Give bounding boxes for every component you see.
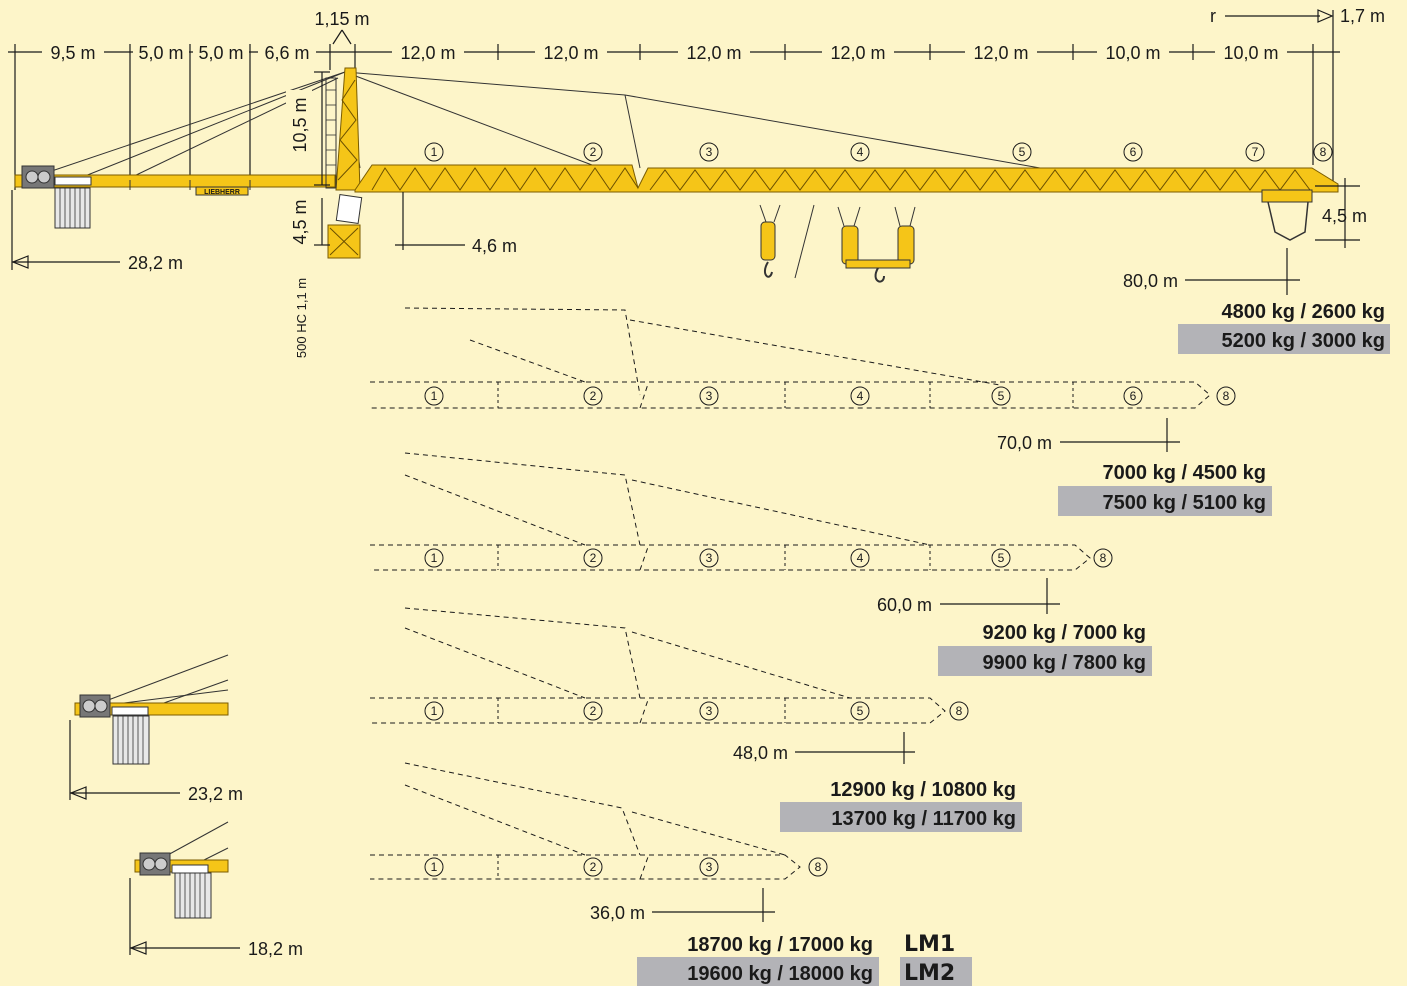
main-crane: LIEBHERR (14, 67, 1339, 283)
config-48m-section-2: 2 (590, 704, 597, 718)
config-70m-lm1: 7000 kg / 4500 kg (1103, 462, 1266, 484)
config-36m-lm2: 19600 kg / 18000 kg (687, 963, 873, 985)
config-80m-lm2: 5200 kg / 3000 kg (1222, 330, 1385, 352)
jib-dim-6: 10,0 m (1105, 43, 1160, 63)
jib-dim-3: 12,0 m (686, 43, 741, 63)
config-70m-lm2: 7500 kg / 5100 kg (1103, 492, 1266, 514)
config-80m-radius: 80,0 m (1123, 271, 1178, 291)
section-7: 7 (1252, 145, 1259, 159)
main-jib (354, 164, 1339, 193)
mast-dimensions: 10,5 m 4,5 m 500 HC 1,1 m 4,6 m 28,2 m 4… (11, 71, 1367, 358)
tip-dim: 1,7 m (1340, 6, 1385, 26)
config-36m: 1 2 3 8 36,0 m 18700 kg / 17000 kg 19600… (370, 762, 972, 986)
counter-jib-length-1: 28,2 m (128, 253, 183, 273)
config-70m-radius: 70,0 m (997, 433, 1052, 453)
config-70m-section-3: 3 (706, 389, 713, 403)
section-5: 5 (1019, 145, 1026, 159)
config-70m-section-8: 8 (1223, 389, 1230, 403)
counter-jib (14, 174, 336, 188)
section-1: 1 (431, 145, 438, 159)
legend-lm1: LM1 (904, 932, 955, 957)
config-80m: 80,0 m 4800 kg / 2600 kg 5200 kg / 3000 … (1123, 248, 1390, 354)
jib-dim-1: 12,0 m (400, 43, 455, 63)
counterweight (54, 187, 91, 229)
config-60m-section-3: 3 (706, 551, 713, 565)
config-48m-lm1: 12900 kg / 10800 kg (830, 779, 1016, 801)
config-48m: 1 2 3 5 8 48,0 m 12900 kg / 10800 kg 137… (370, 607, 1022, 832)
config-60m-section-1: 1 (431, 551, 438, 565)
counter-jib-dim-4: 6,6 m (264, 43, 309, 63)
config-48m-section-3: 3 (706, 704, 713, 718)
counter-jib-dim-1: 9,5 m (50, 43, 95, 63)
config-60m-radius: 60,0 m (877, 595, 932, 615)
counter-jib-variant-23m: 23,2 m (69, 654, 243, 804)
jib-dim-4: 12,0 m (830, 43, 885, 63)
config-48m-section-5: 5 (857, 704, 864, 718)
counter-jib-length-3: 18,2 m (248, 939, 303, 959)
config-36m-section-2: 2 (590, 860, 597, 874)
counter-jib-dim-3: 5,0 m (198, 43, 243, 63)
config-70m-section-4: 4 (857, 389, 864, 403)
section-6: 6 (1130, 145, 1137, 159)
radius-label: r (1210, 6, 1216, 26)
config-80m-lm1: 4800 kg / 2600 kg (1222, 301, 1385, 323)
hook-single (759, 204, 781, 278)
section-2: 2 (590, 145, 597, 159)
mast-top-dim: 1,15 m (314, 9, 369, 29)
counter-jib-length-2: 23,2 m (188, 784, 243, 804)
jib-dim-7: 10,0 m (1223, 43, 1278, 63)
tower-type: 500 HC 1,1 m (294, 278, 309, 358)
config-48m-section-1: 1 (431, 704, 438, 718)
config-60m: 1 2 3 4 5 8 60,0 m 9200 kg / 7000 kg 990… (370, 452, 1152, 676)
counter-jib-variant-18m: 18,2 m (129, 821, 303, 959)
config-60m-section-5: 5 (998, 551, 1005, 565)
hook-height-dim: 4,5 m (1322, 206, 1367, 226)
config-48m-section-8: 8 (956, 704, 963, 718)
jib-offset-dim: 4,6 m (472, 236, 517, 256)
config-48m-lm2: 13700 kg / 11700 kg (831, 808, 1016, 830)
base-height-dim: 4,5 m (290, 199, 310, 244)
config-36m-section-3: 3 (706, 860, 713, 874)
config-36m-radius: 36,0 m (590, 903, 645, 923)
config-60m-section-8: 8 (1100, 551, 1107, 565)
brand-label: LIEBHERR (204, 189, 240, 196)
config-70m-section-2: 2 (590, 389, 597, 403)
section-4: 4 (857, 145, 864, 159)
config-70m-section-5: 5 (998, 389, 1005, 403)
config-70m-section-6: 6 (1130, 389, 1137, 403)
jib-dim-5: 12,0 m (973, 43, 1028, 63)
config-48m-radius: 48,0 m (733, 743, 788, 763)
config-36m-section-1: 1 (431, 860, 438, 874)
top-dimension-line: 9,5 m 5,0 m 5,0 m 6,6 m 12,0 m 12,0 m 12… (8, 6, 1385, 190)
head-height-dim: 10,5 m (290, 97, 310, 152)
config-70m-section-1: 1 (431, 389, 438, 403)
config-36m-section-8: 8 (815, 860, 822, 874)
section-8: 8 (1320, 145, 1327, 159)
main-sections: 1 2 3 4 5 6 7 8 (424, 142, 1333, 162)
config-60m-section-2: 2 (590, 551, 597, 565)
config-60m-lm2: 9900 kg / 7800 kg (983, 652, 1146, 674)
hook-double (837, 206, 916, 283)
section-3: 3 (706, 145, 713, 159)
config-60m-lm1: 9200 kg / 7000 kg (983, 622, 1146, 644)
trolley (1261, 189, 1313, 203)
jib-dim-2: 12,0 m (543, 43, 598, 63)
config-60m-section-4: 4 (857, 551, 864, 565)
config-70m: 1 2 3 4 5 6 8 70,0 m 7000 kg / 4500 kg 7… (370, 307, 1272, 516)
counter-jib-dim-2: 5,0 m (138, 43, 183, 63)
cab (335, 194, 363, 224)
config-36m-lm1: 18700 kg / 17000 kg (687, 934, 873, 956)
tower-head (335, 67, 361, 191)
legend-lm2: LM2 (904, 961, 955, 986)
